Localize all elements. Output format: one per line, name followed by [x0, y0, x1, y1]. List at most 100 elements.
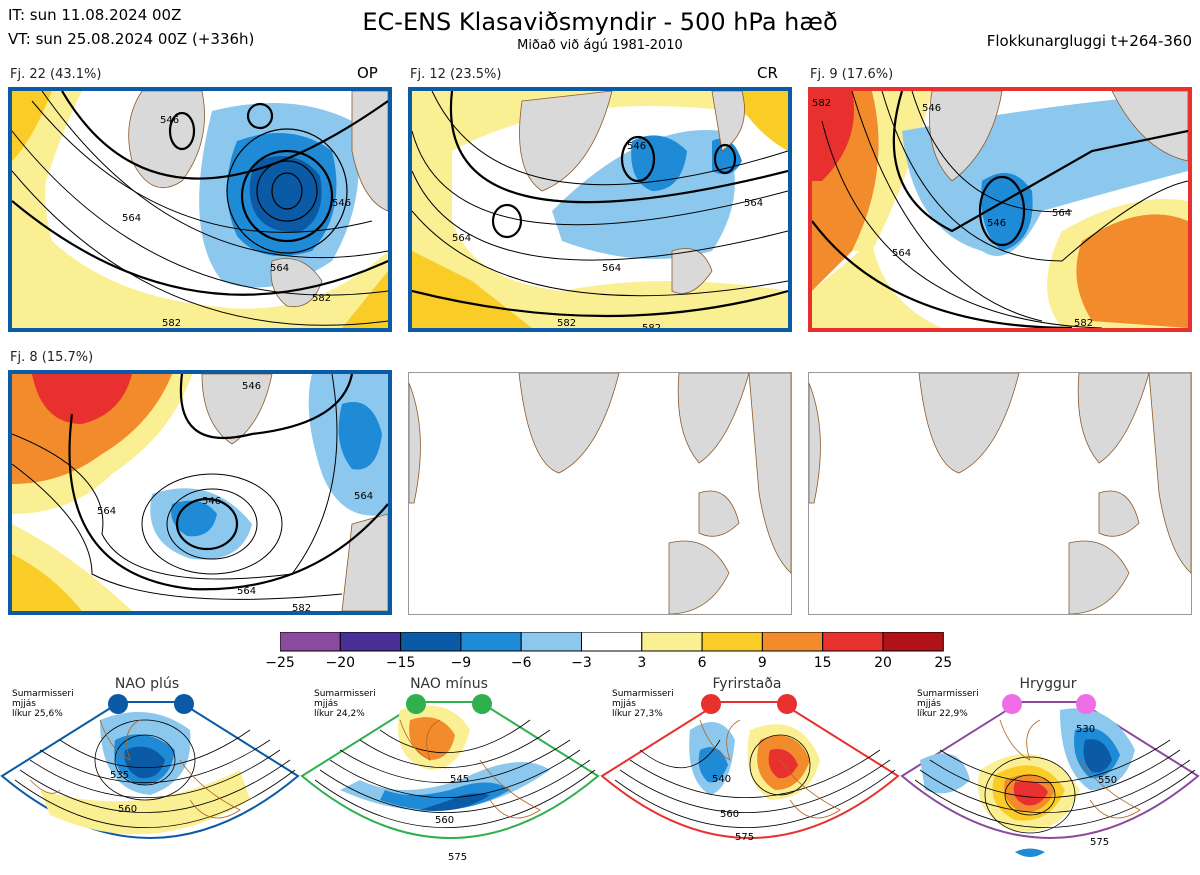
regime-desc-line: Sumarmisseri [12, 689, 74, 699]
regime-desc-line: mjjás [917, 699, 941, 709]
colorbar-swatch [400, 631, 462, 652]
colorbar-tick-label: 6 [697, 655, 707, 671]
contour-label: 582 [557, 318, 576, 328]
empty-map-5-drawing [409, 373, 791, 614]
regime-blocking: 540 560 575 [600, 690, 900, 875]
contour-label: 560 [118, 804, 137, 815]
cluster-map-3: 582 546 564 546 564 582 [808, 87, 1192, 332]
contour-label: 560 [435, 815, 454, 826]
contour-label: 560 [720, 809, 739, 820]
colorbar-tick-label: 15 [813, 655, 832, 671]
panel-3-label: Fj. 9 (17.6%) [810, 67, 894, 82]
contour-label: 546 [332, 198, 351, 209]
regime-marker [701, 694, 721, 714]
regime-desc-line: mjjás [314, 699, 338, 709]
colorbar-swatch [641, 631, 703, 652]
contour-label: 564 [602, 263, 621, 274]
contour-label: 564 [237, 586, 256, 597]
regime-marker [1076, 694, 1096, 714]
contour-label: 575 [735, 832, 754, 843]
regime-desc-line: líkur 24,2% [314, 709, 365, 719]
colorbar [279, 631, 944, 656]
colorbar-tick-label: 9 [757, 655, 767, 671]
contour-label: 564 [122, 213, 141, 224]
colorbar-swatches [279, 631, 944, 652]
contour-label: 564 [270, 263, 289, 274]
regime-nao-plus-map: 535 560 [0, 701, 300, 839]
regime-marker [174, 694, 194, 714]
contour-label: 530 [1076, 724, 1095, 735]
colorbar-swatch [761, 631, 824, 652]
colorbar-swatch [822, 631, 884, 652]
contour-label: 582 [162, 318, 181, 328]
regime-3-name: Fyrirstaða [712, 676, 782, 692]
regime-desc-line: Sumarmisseri [612, 689, 674, 699]
empty-map-6 [808, 372, 1192, 615]
colorbar-swatch [701, 631, 763, 652]
regime-ridge-map: 530 550 575 [900, 701, 1200, 857]
regime-markers [108, 694, 1096, 714]
contour-label: 582 [292, 603, 311, 611]
cluster-map-2-drawing: 546 564 564 582 564 582 [412, 91, 788, 328]
init-time: IT: sun 11.08.2024 00Z [8, 6, 182, 24]
regime-nao-minus: 545 560 575 [300, 690, 600, 875]
regime-4-desc: Sumarmisseri mjjás líkur 22,9% [917, 689, 979, 719]
colorbar-tick-label: 20 [874, 655, 892, 671]
contour-label: 546 [987, 218, 1006, 229]
regime-desc-line: líkur 22,9% [917, 709, 968, 719]
contour-label: 546 [627, 141, 646, 152]
empty-map-6-drawing [809, 373, 1191, 614]
panel-2-tag: CR [757, 64, 778, 82]
colorbar-swatch [279, 631, 341, 652]
regime-4-name: Hryggur [1019, 676, 1077, 692]
regime-marker [1002, 694, 1022, 714]
contour-label: 575 [1090, 837, 1109, 848]
contour-label: 535 [110, 770, 129, 781]
contour-label: 564 [452, 233, 471, 244]
colorbar-tick-label: −3 [571, 655, 592, 671]
colorbar-tick-label: −20 [325, 655, 356, 671]
valid-time: VT: sun 25.08.2024 00Z (+336h) [8, 30, 255, 48]
regime-desc-line: mjjás [612, 699, 636, 709]
contour-label: 550 [1098, 775, 1117, 786]
contour-label: 582 [812, 98, 831, 109]
colorbar-swatch [882, 631, 944, 652]
contour-label: 545 [450, 774, 469, 785]
contour-label: 564 [1052, 208, 1071, 219]
contour-label: 546 [242, 381, 261, 392]
contour-label: 564 [97, 506, 116, 517]
regime-desc-line: Sumarmisseri [917, 689, 979, 699]
regime-nao-minus-map: 545 560 575 [300, 701, 600, 863]
contour-label: 564 [354, 491, 373, 502]
panel-1-tag: OP [357, 64, 378, 82]
regime-marker [777, 694, 797, 714]
contour-label: 564 [744, 198, 763, 209]
contour-label: 582 [312, 293, 331, 304]
regime-desc-line: líkur 25,6% [12, 709, 63, 719]
regime-desc-line: Sumarmisseri [314, 689, 376, 699]
colorbar-swatch [581, 631, 643, 652]
contour-label: 575 [448, 852, 467, 863]
regime-desc-line: líkur 27,3% [612, 709, 663, 719]
page-title: EC-ENS Klasaviðsmyndir - 500 hPa hæð [362, 8, 838, 36]
colorbar-swatch [460, 631, 522, 652]
cluster-map-3-drawing: 582 546 564 546 564 582 [812, 91, 1188, 328]
contour-label: 546 [922, 103, 941, 114]
regime-blocking-map: 540 560 575 [600, 701, 900, 843]
contour-label: 546 [160, 115, 179, 126]
colorbar-tick-label: −25 [265, 655, 295, 671]
contour-label: 546 [202, 496, 221, 507]
regime-ridge: 530 550 575 [900, 690, 1200, 875]
panel-2-label: Fj. 12 (23.5%) [410, 67, 502, 82]
regime-2-name: NAO mínus [410, 676, 488, 692]
classification-window: Flokkunargluggi t+264-360 [986, 32, 1192, 50]
contour-label: 540 [712, 774, 731, 785]
empty-map-5 [408, 372, 792, 615]
cluster-map-2: 546 564 564 582 564 582 [408, 87, 792, 332]
colorbar-tick-label: −15 [385, 655, 416, 671]
colorbar-tick-label: −6 [510, 655, 532, 671]
contour-label: 564 [892, 248, 911, 259]
regime-3-desc: Sumarmisseri mjjás líkur 27,3% [612, 689, 674, 719]
regime-marker [406, 694, 426, 714]
colorbar-tick-label: 3 [637, 655, 647, 671]
